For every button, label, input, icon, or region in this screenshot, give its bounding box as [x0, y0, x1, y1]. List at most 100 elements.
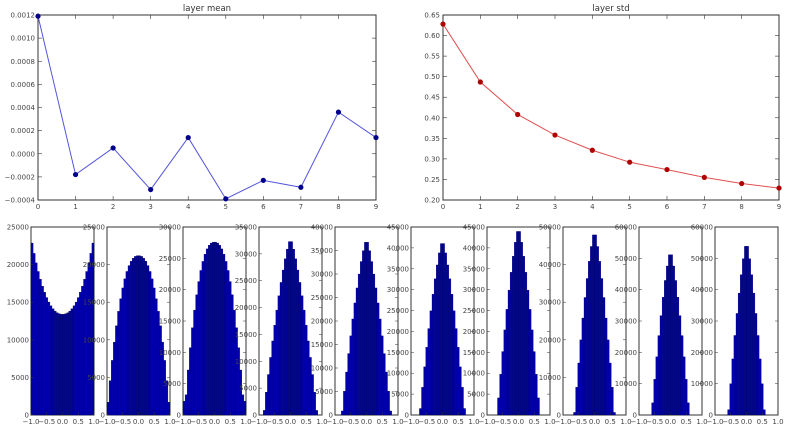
hist-bar [505, 309, 509, 416]
hist-bar [218, 245, 221, 416]
hist-bar [263, 410, 266, 416]
hist-bar [307, 340, 310, 416]
hist-bar [129, 261, 133, 416]
data-point [515, 111, 521, 118]
hist-bar [216, 242, 219, 416]
hist-bar [281, 269, 285, 416]
x-tick-label: 0.0 [57, 418, 68, 426]
x-tick-label: 0.0 [589, 418, 600, 426]
hist-bar [727, 409, 730, 416]
y-tick-label: 25000 [311, 294, 333, 302]
y-tick-label: 35000 [463, 265, 485, 273]
hist-bar [315, 410, 318, 416]
hist-bar [269, 357, 272, 416]
x-tick-label: 0.0 [513, 418, 524, 426]
hist-bar [431, 294, 435, 416]
x-tick-label: 9 [777, 203, 781, 211]
y-tick-label: 15000 [7, 299, 29, 307]
hist-bar [459, 366, 462, 416]
hist-bar [376, 302, 380, 416]
hist-bar [454, 328, 458, 416]
y-tick-label: 15000 [463, 349, 485, 357]
hist-bar [366, 242, 369, 416]
hist-bar [286, 248, 289, 416]
x-tick-label: −1.0 [327, 418, 344, 426]
x-tick-label: 1.0 [468, 418, 479, 426]
hist-bar [378, 318, 382, 416]
hist-bar [668, 254, 671, 416]
hist-bar [271, 340, 274, 416]
hist-bar [239, 369, 242, 416]
hist-bar [189, 347, 192, 416]
x-tick-label: −0.5 [418, 418, 435, 426]
hist-bar [427, 328, 431, 416]
x-tick-label: 1 [478, 203, 482, 211]
data-point [701, 174, 707, 180]
hist-bar [748, 258, 751, 416]
hist-bar [676, 296, 680, 416]
y-tick-label: 5000 [163, 380, 181, 388]
hist-bar [746, 246, 749, 416]
y-tick-label: 30000 [311, 271, 333, 279]
hist-bar [292, 248, 295, 416]
hist-bar [199, 270, 203, 416]
hist-bar [351, 318, 355, 416]
hist-bar [512, 256, 515, 416]
hist-bar [62, 314, 65, 416]
hist-bar [537, 397, 540, 416]
layer-std-plot: layer std 0.20 0.25 0.30 0.35 0.40 0.45 0.50 0.5… [424, 4, 782, 211]
hist-bar [115, 325, 118, 416]
x-tick-label: 3 [148, 203, 152, 211]
y-tick-label: 35000 [387, 265, 409, 273]
hist-bar [423, 366, 426, 416]
y-tick-label: 0.0006 [11, 81, 36, 89]
hist-bar [442, 243, 445, 416]
data-point [72, 171, 79, 178]
hist-bar [444, 252, 447, 416]
y-tick-label: 0 [25, 412, 29, 420]
hist-bar [191, 327, 194, 416]
x-tick-label: 1.0 [240, 418, 251, 426]
x-tick-label: 0.5 [605, 418, 616, 426]
x-tick-label: 0 [441, 203, 445, 211]
hist-bar [167, 402, 171, 416]
hist-bar [37, 271, 40, 416]
hist-bar [754, 313, 758, 416]
hist-bar [524, 272, 528, 416]
hist-bar [577, 362, 580, 416]
hist-bar [370, 261, 373, 416]
y-tick-label: 5000 [11, 374, 29, 382]
hist-bar [302, 309, 306, 416]
hist-bar [590, 246, 593, 416]
data-point [373, 134, 379, 141]
hist-bar [226, 270, 230, 416]
x-tick-label: 1.0 [544, 418, 555, 426]
hist-bar [357, 273, 361, 416]
x-tick-label: −1.0 [403, 418, 420, 426]
x-tick-label: −1.0 [479, 418, 496, 426]
hist-bar [419, 408, 422, 416]
hist-bar [341, 410, 344, 416]
hist-bar [518, 231, 521, 416]
hist-bar [349, 335, 352, 416]
y-tick-label: 25000 [235, 277, 257, 285]
hist-bar [235, 327, 238, 416]
hist-bar [520, 242, 523, 416]
hist-bar [651, 402, 654, 416]
y-tick-label: 0.0004 [11, 104, 36, 112]
hist-bar [752, 292, 756, 416]
hist-bar [744, 246, 747, 416]
hist-bar [212, 241, 215, 416]
y-tick-label: 10000 [463, 370, 485, 378]
hist-bar [372, 273, 376, 416]
y-tick-label: 0.20 [424, 197, 440, 205]
data-point [298, 184, 304, 190]
data-point [776, 185, 782, 191]
x-tick-label: −0.5 [342, 418, 359, 426]
x-tick-label: −0.5 [38, 418, 55, 426]
y-tick-label: 30000 [235, 250, 257, 258]
plot-frame [442, 14, 780, 201]
hist-bar [735, 313, 739, 416]
y-tick-label: 5000 [315, 388, 333, 396]
